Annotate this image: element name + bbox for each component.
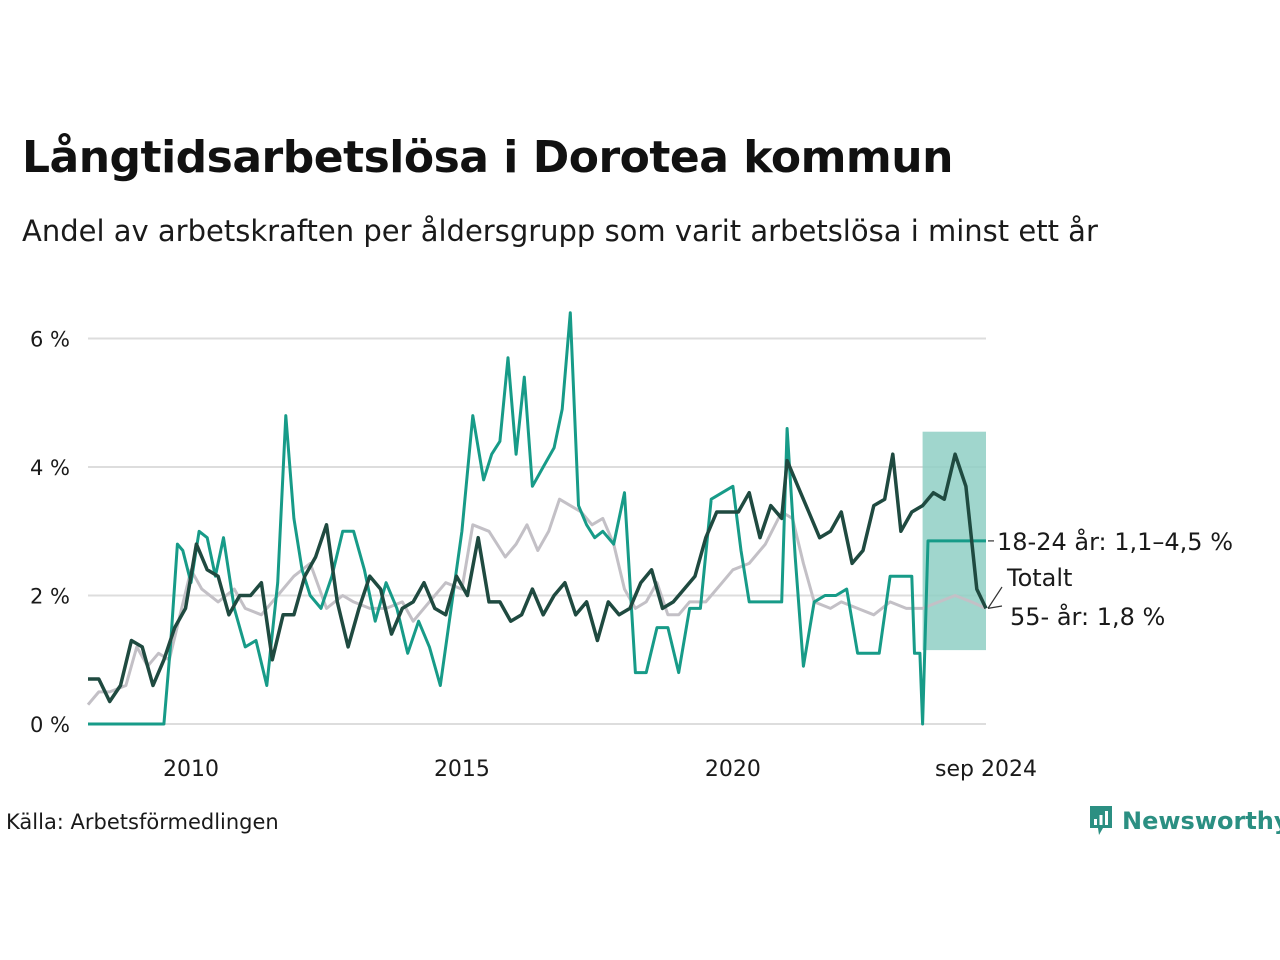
- page-subtitle: Andel av arbetskraften per åldersgrupp s…: [22, 214, 1098, 248]
- label-leader: [987, 605, 1003, 609]
- page-title: Långtidsarbetslösa i Dorotea kommun: [22, 132, 953, 183]
- series-label-totalt: Totalt: [1006, 564, 1072, 592]
- series-line-55: [86, 497, 987, 706]
- x-axis-ticks: 2010 2015 2020 sep 2024: [163, 757, 1037, 782]
- gridlines: [88, 337, 986, 725]
- series-lines: [86, 311, 988, 726]
- source-note: Källa: Arbetsförmedlingen: [6, 810, 279, 834]
- brand-name: Newsworthy: [1122, 807, 1280, 835]
- y-tick-label: 2 %: [30, 585, 70, 609]
- brand-logo[interactable]: Newsworthy: [1088, 803, 1280, 839]
- series-line-totalt: [88, 452, 988, 704]
- y-tick-label: 6 %: [30, 328, 70, 352]
- series-label-55: 55- år: 1,8 %: [1010, 602, 1165, 631]
- newsworthy-logo-icon: [1090, 806, 1112, 835]
- x-tick-label: sep 2024: [935, 757, 1037, 782]
- x-tick-label: 2020: [705, 757, 761, 782]
- x-tick-label: 2015: [434, 757, 490, 782]
- y-tick-label: 0 %: [30, 713, 70, 737]
- x-tick-label: 2010: [163, 757, 219, 782]
- series-label-18-24: 18-24 år: 1,1–4,5 %: [997, 527, 1233, 556]
- y-axis-ticks: 0 % 2 % 4 % 6 %: [30, 328, 70, 737]
- series-labels: 18-24 år: 1,1–4,5 % Totalt 55- år: 1,8 %: [987, 527, 1233, 631]
- series-line-18-24: [88, 311, 986, 726]
- y-tick-label: 4 %: [30, 456, 70, 480]
- label-leader: [987, 586, 1003, 609]
